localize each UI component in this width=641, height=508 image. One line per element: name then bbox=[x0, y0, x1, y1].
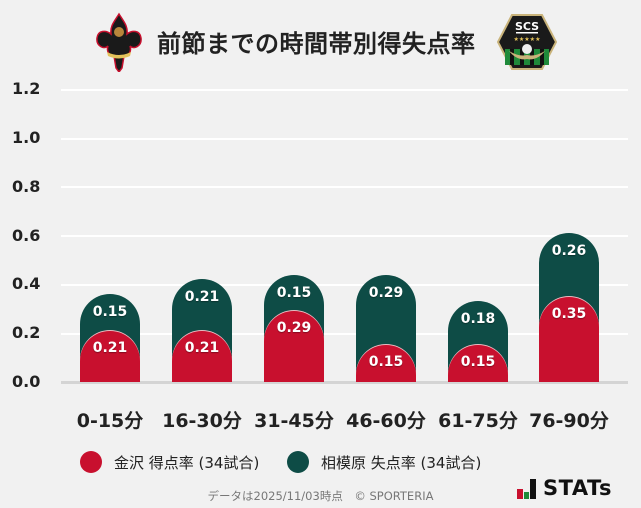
bar-segment-home bbox=[539, 296, 599, 382]
x-tick-label: 16-30分 bbox=[162, 410, 242, 432]
value-label-away: 0.29 bbox=[368, 284, 404, 301]
value-label-away: 0.15 bbox=[92, 304, 128, 321]
gridline bbox=[61, 138, 628, 140]
bar-segment-home bbox=[172, 330, 232, 382]
legend-label-away: 相模原 失点率 (34試合) bbox=[321, 453, 482, 472]
bar-segment-home bbox=[264, 311, 324, 382]
y-tick-label: 0.6 bbox=[12, 226, 41, 245]
bar-group: 0.18 0.15 bbox=[448, 301, 508, 382]
y-tick-label: 0.0 bbox=[12, 372, 41, 391]
legend-item-home: 金沢 得点率 (34試合) bbox=[80, 449, 259, 475]
stats-brand-text: STATs bbox=[543, 476, 612, 500]
value-label-away: 0.15 bbox=[276, 284, 312, 301]
bar-segment-home bbox=[80, 330, 140, 382]
value-label-away: 0.26 bbox=[551, 243, 587, 260]
gridline bbox=[61, 284, 628, 286]
gridline bbox=[61, 235, 628, 237]
gridline bbox=[61, 89, 628, 91]
scs-sagamihara-crest-icon: SCS ★★★★★ bbox=[497, 14, 557, 70]
stats-bars-icon bbox=[517, 479, 536, 499]
x-tick-label: 0-15分 bbox=[76, 410, 144, 432]
chart-title: 前節までの時間帯別得失点率 bbox=[157, 30, 476, 58]
svg-text:SCS: SCS bbox=[515, 20, 539, 33]
value-label-away: 0.21 bbox=[184, 289, 220, 306]
bar-group: 0.21 0.21 bbox=[172, 279, 232, 382]
value-label-away: 0.18 bbox=[460, 311, 496, 328]
bar-group: 0.15 0.29 bbox=[264, 274, 324, 382]
value-label-home: 0.21 bbox=[92, 339, 128, 356]
legend-dot-home bbox=[80, 451, 102, 473]
y-tick-label: 0.4 bbox=[12, 274, 41, 293]
x-tick-label: 31-45分 bbox=[254, 410, 334, 432]
legend-dot-away bbox=[287, 451, 309, 473]
svg-text:★★★★★: ★★★★★ bbox=[514, 36, 541, 43]
x-axis-baseline bbox=[61, 381, 628, 384]
y-tick-label: 1.2 bbox=[12, 79, 41, 98]
bar-group: 0.15 0.21 bbox=[80, 294, 140, 382]
legend-label-home: 金沢 得点率 (34試合) bbox=[114, 453, 260, 472]
value-label-home: 0.15 bbox=[460, 354, 496, 371]
gridline bbox=[61, 333, 628, 335]
y-tick-label: 0.2 bbox=[12, 323, 41, 342]
value-label-home: 0.15 bbox=[368, 354, 404, 371]
y-tick-label: 0.8 bbox=[12, 177, 41, 196]
y-tick-label: 1.0 bbox=[12, 128, 41, 147]
chart-header: 前節までの時間帯別得失点率 SCS ★★★★★ bbox=[0, 0, 641, 80]
x-tick-label: 76-90分 bbox=[529, 410, 609, 432]
footer-note: データは2025/11/03時点 © SPORTERIA bbox=[207, 489, 434, 503]
bar-group: 0.29 0.15 bbox=[356, 274, 416, 382]
value-label-home: 0.21 bbox=[184, 339, 220, 356]
value-label-home: 0.35 bbox=[551, 305, 587, 322]
x-tick-label: 46-60分 bbox=[346, 410, 426, 432]
gridline bbox=[61, 186, 628, 188]
legend-item-away: 相模原 失点率 (34試合) bbox=[287, 449, 481, 475]
kanazawa-crest-icon bbox=[96, 12, 142, 72]
stats-logo: STATs bbox=[517, 477, 612, 499]
bar-group: 0.26 0.35 bbox=[539, 233, 599, 382]
x-tick-label: 61-75分 bbox=[438, 410, 518, 432]
value-label-home: 0.29 bbox=[276, 320, 312, 337]
